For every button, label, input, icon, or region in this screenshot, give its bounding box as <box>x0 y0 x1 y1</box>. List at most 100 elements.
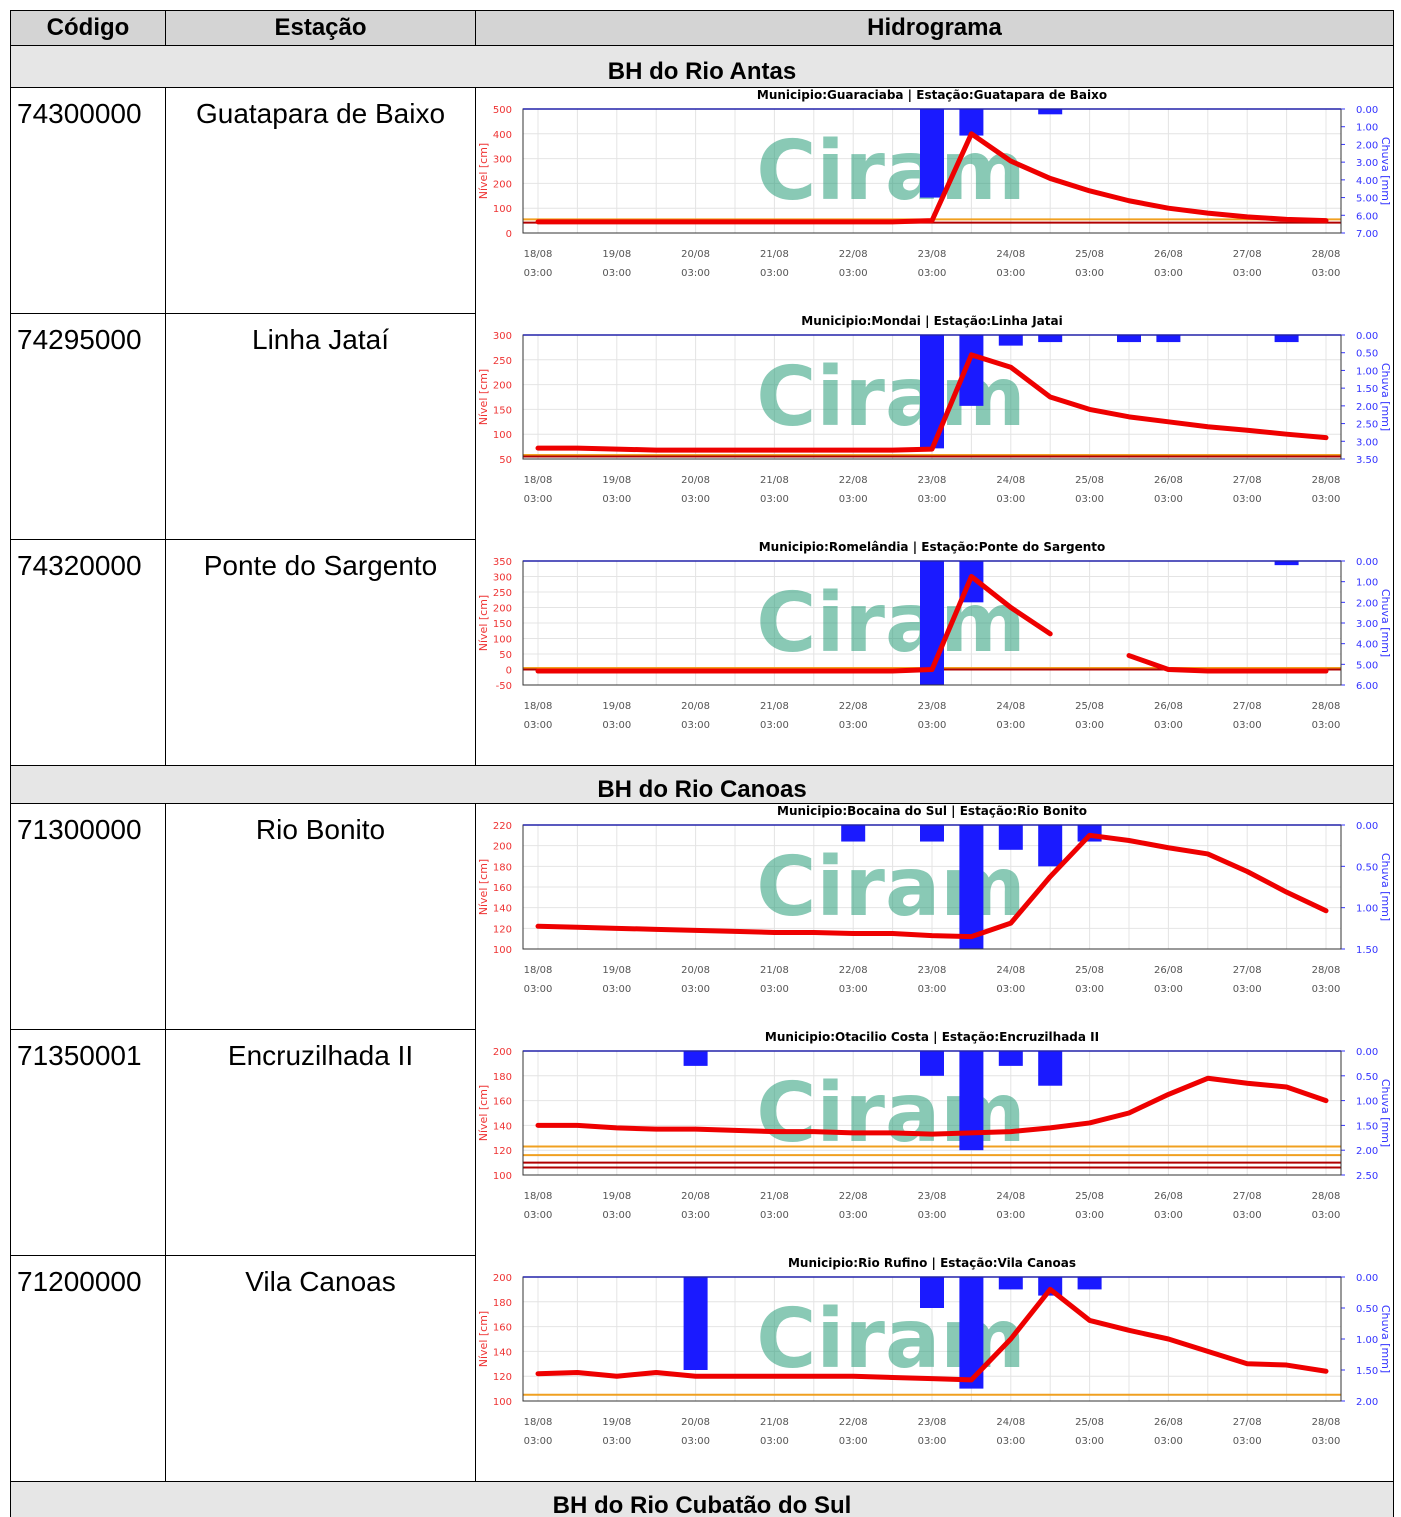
station-code: 71350001 <box>10 1029 166 1256</box>
group-header: BH do Rio Antas <box>10 45 1394 88</box>
station-code: 74300000 <box>10 87 166 314</box>
y2-tick-label: 5.00 <box>1356 194 1378 205</box>
x-tick-label: 20/0803:00 <box>681 475 710 505</box>
station-name: Vila Canoas <box>165 1255 476 1482</box>
rain-bar <box>1275 335 1299 342</box>
rain-bar <box>1078 1277 1102 1289</box>
station-name: Guatapara de Baixo <box>165 87 476 314</box>
y2-tick-label: 1.50 <box>1356 384 1378 395</box>
y-tick-label: 200 <box>493 1047 512 1058</box>
station-code: 71300000 <box>10 803 166 1030</box>
x-tick-label: 21/0803:00 <box>760 1191 789 1221</box>
y-tick-label: 100 <box>493 430 512 441</box>
y2-tick-label: 1.50 <box>1356 1121 1378 1132</box>
station-name: Encruzilhada II <box>165 1029 476 1256</box>
y2-tick-label: 1.50 <box>1356 945 1378 956</box>
y-tick-label: 160 <box>493 1097 512 1108</box>
y2-tick-label: 1.00 <box>1356 904 1378 915</box>
y2-tick-label: 3.00 <box>1356 158 1378 169</box>
y2-tick-label: 1.00 <box>1356 366 1378 377</box>
y-tick-label: 250 <box>493 356 512 367</box>
y-tick-label: 200 <box>493 381 512 392</box>
y-tick-label: 120 <box>493 1372 512 1383</box>
y2-axis-label: Chuva [mm] <box>1379 1079 1392 1147</box>
y2-axis-label: Chuva [mm] <box>1379 363 1392 431</box>
chart-title: Municipio:Romelândia | Estação:Ponte do … <box>759 540 1106 554</box>
y2-tick-label: 1.00 <box>1356 1097 1378 1108</box>
x-tick-label: 21/0803:00 <box>760 701 789 731</box>
y2-tick-label: 0.00 <box>1356 557 1378 568</box>
x-tick-label: 26/0803:00 <box>1154 965 1183 995</box>
y-tick-label: -50 <box>496 681 512 692</box>
x-tick-label: 28/0803:00 <box>1312 965 1341 995</box>
y-tick-label: 300 <box>493 155 512 166</box>
y-tick-label: 50 <box>499 455 512 466</box>
y-tick-label: 250 <box>493 588 512 599</box>
watermark: Ciram <box>756 350 1026 445</box>
chart-cell: Municipio:Rio Rufino | Estação:Vila Cano… <box>475 1255 1394 1482</box>
chart-title: Municipio:Bocaina do Sul | Estação:Rio B… <box>777 804 1087 818</box>
y-axis-label: Nível [cm] <box>477 1311 490 1367</box>
y-tick-label: 160 <box>493 883 512 894</box>
y2-tick-label: 2.00 <box>1356 402 1378 413</box>
y-tick-label: 140 <box>493 1121 512 1132</box>
hydrograph: Municipio:Bocaina do Sul | Estação:Rio B… <box>476 803 1394 1029</box>
x-tick-label: 23/0803:00 <box>918 1191 947 1221</box>
rain-bar <box>999 1051 1023 1066</box>
x-tick-label: 20/0803:00 <box>681 1417 710 1447</box>
y-axis-label: Nível [cm] <box>477 1085 490 1141</box>
y-tick-label: 0 <box>506 666 512 677</box>
rain-bar <box>1117 335 1141 342</box>
y-tick-label: 300 <box>493 331 512 342</box>
y2-tick-label: 7.00 <box>1356 229 1378 240</box>
y2-tick-label: 0.50 <box>1356 862 1378 873</box>
y-tick-label: 220 <box>493 821 512 832</box>
rain-bar <box>684 1051 708 1066</box>
y-axis-label: Nível [cm] <box>477 859 490 915</box>
column-header: Estação <box>165 10 476 46</box>
y-axis-label: Nível [cm] <box>477 143 490 199</box>
column-header: Hidrograma <box>475 10 1394 46</box>
y2-axis-label: Chuva [mm] <box>1379 853 1392 921</box>
y2-tick-label: 1.50 <box>1356 1366 1378 1377</box>
y-tick-label: 100 <box>493 1171 512 1182</box>
group-header: BH do Rio Cubatão do Sul <box>10 1481 1394 1517</box>
y-tick-label: 120 <box>493 924 512 935</box>
y2-tick-label: 2.00 <box>1356 598 1378 609</box>
y-axis-label: Nível [cm] <box>477 369 490 425</box>
hydrograph: Municipio:Rio Rufino | Estação:Vila Cano… <box>476 1255 1394 1481</box>
rain-bar <box>841 825 865 842</box>
page: CódigoEstaçãoHidrogramaBH do Rio Antas74… <box>0 0 1401 1517</box>
x-tick-label: 28/0803:00 <box>1312 701 1341 731</box>
y2-tick-label: 4.00 <box>1356 640 1378 651</box>
x-tick-label: 21/0803:00 <box>760 475 789 505</box>
x-tick-label: 22/0803:00 <box>839 1191 868 1221</box>
group-header: BH do Rio Canoas <box>10 765 1394 804</box>
x-tick-label: 20/0803:00 <box>681 701 710 731</box>
column-header: Código <box>10 10 166 46</box>
rain-bar <box>920 1277 944 1308</box>
chart-title: Municipio:Mondai | Estação:Linha Jatai <box>801 314 1062 328</box>
y-tick-label: 150 <box>493 619 512 630</box>
x-tick-label: 23/0803:00 <box>918 965 947 995</box>
y2-tick-label: 2.00 <box>1356 140 1378 151</box>
rain-bar <box>920 109 944 198</box>
y-tick-label: 400 <box>493 130 512 141</box>
rain-bar <box>684 1277 708 1370</box>
rain-bar <box>920 1051 944 1076</box>
y2-tick-label: 4.00 <box>1356 176 1378 187</box>
y-tick-label: 140 <box>493 904 512 915</box>
